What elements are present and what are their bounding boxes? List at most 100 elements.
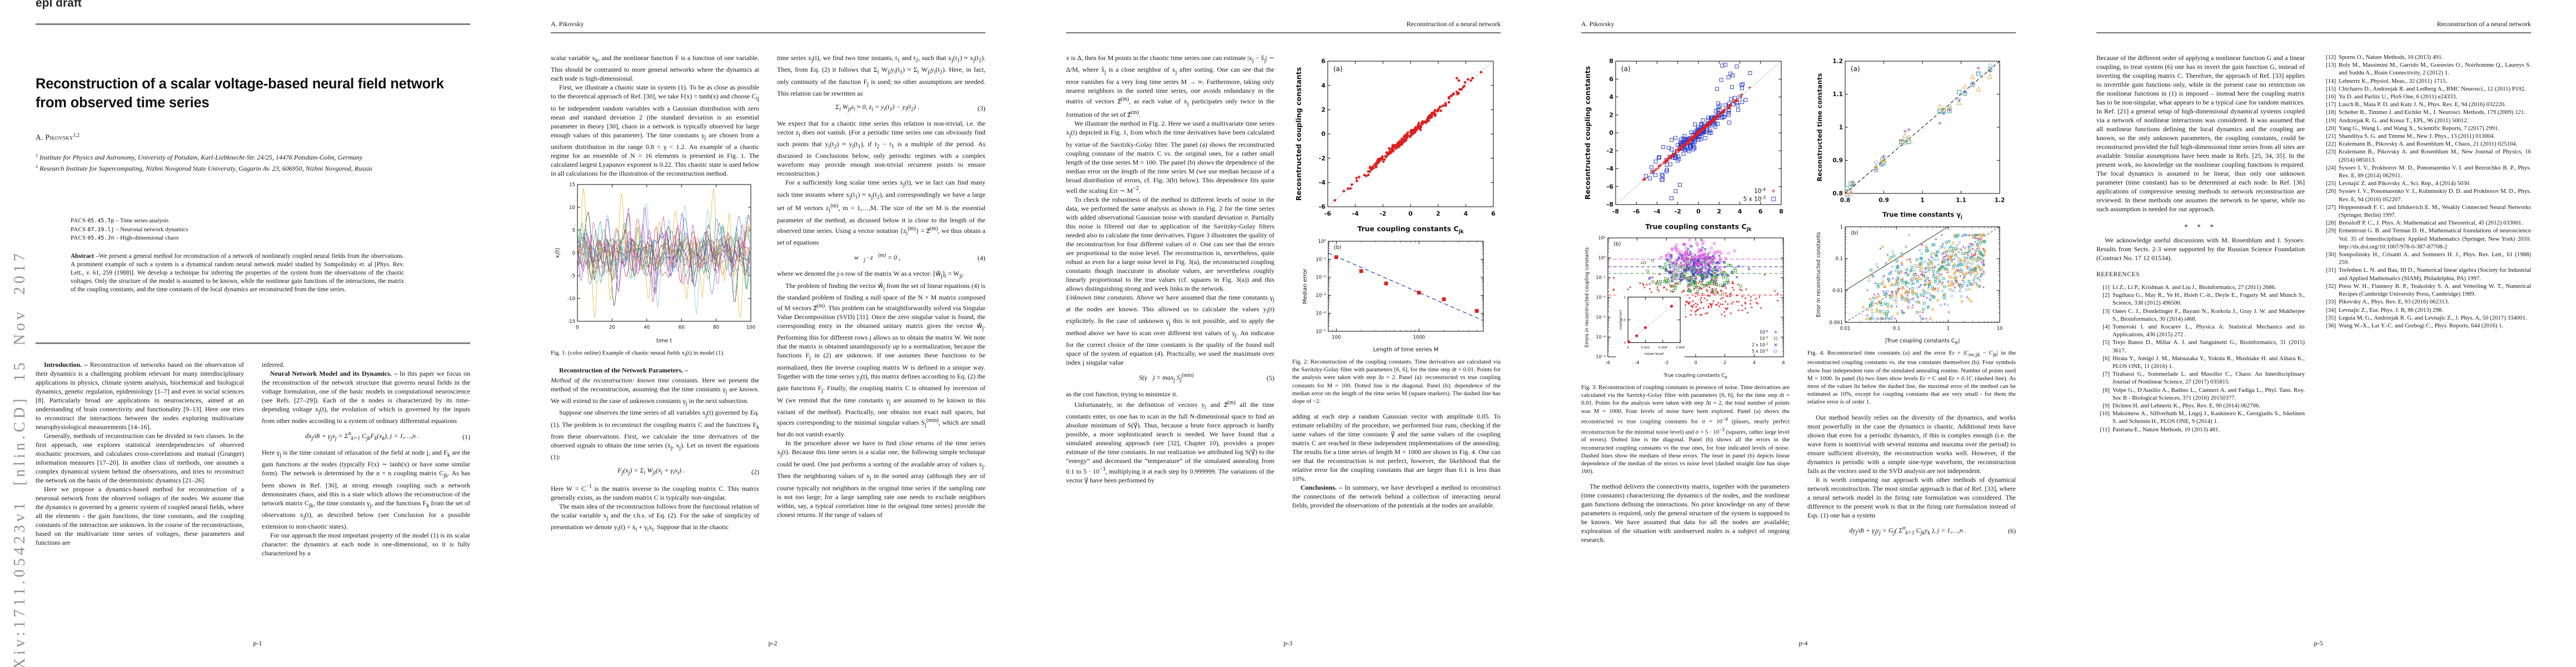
svg-text:-6: -6 [1606, 360, 1610, 365]
reference-item: [3] Oates C. J., Dondelinger F., Bayani N… [2102, 307, 2305, 322]
svg-text:10⁻¹: 10⁻¹ [1316, 257, 1326, 262]
svg-text:Reconstructed time constants: Reconstructed time constants [1816, 73, 1823, 181]
references-heading: REFERENCES [2096, 271, 2140, 278]
reference-item: [18] Schelter B., Timmer J. and Eichler M… [2326, 109, 2526, 116]
svg-text:-2: -2 [1664, 360, 1668, 365]
svg-text:Errors in recosntructed coupli: Errors in recosntructed coupling constan… [1585, 247, 1590, 347]
figure-fig1: 0 20 40 60 80 100 -15 -10 -5 0 5 10 15 time t xi(t) [551, 180, 759, 346]
reference-item: [22] Kralemann B., Pikovsky A. and Rosenb… [2326, 141, 2518, 148]
svg-text:-15: -15 [567, 319, 575, 325]
page-5: Reconstruction of a neural network Becau… [2061, 0, 2576, 667]
reference-item: [10] Maksimow A., Silfverhuth M., Lngsj J… [2100, 410, 2305, 425]
paragraph: Suppose one observes the time series of … [551, 409, 759, 461]
equation: S(γ⃗) = maxj Sj(min) (5) [1139, 372, 1274, 384]
svg-text:6: 6 [1782, 360, 1785, 365]
svg-text:1: 1 [1946, 326, 1949, 332]
svg-text:0.1: 0.1 [1892, 326, 1900, 332]
column-right: -6 -4 -2 0 2 4 6 -6 -4 -2 0 2 4 6 (a) True coupling con… [1292, 53, 1501, 631]
svg-text:10⁻²: 10⁻² [1596, 295, 1606, 300]
header-divider [1066, 32, 1501, 33]
svg-text:1.2: 1.2 [1832, 58, 1843, 65]
svg-text:10⁻³: 10⁻³ [1316, 293, 1326, 298]
svg-text:10-3: 10-3 [1760, 336, 1768, 341]
reference-item: [8] Volpe G., D'Ausilio A., Badino L., Ca… [2102, 386, 2305, 401]
equation: Σi Wjizi ≈ 0, zi = yi(t1) − yi(t2) . (3) [835, 103, 985, 113]
svg-text:1.2: 1.2 [1994, 197, 2005, 204]
svg-text:2: 2 [1723, 360, 1726, 365]
column-left: Introduction. – Reconstruction of networ… [36, 360, 244, 645]
reference-item: [13] Boly M., Massimini M., Garrido M., G… [2326, 62, 2531, 77]
reference-item: [15] Chicharro D., Andrzejak R. and Ledbe… [2326, 85, 2526, 92]
svg-text:-6: -6 [1633, 208, 1640, 215]
column-right: 0.8 0.9 1 1.1 1.2 0.8 0.9 1 1.1 1.2 (a) True time c… [1807, 53, 2016, 631]
svg-text:10⁰: 10⁰ [1598, 255, 1605, 260]
chart-fig3b: -6 -4 -2 0 2 4 6 10¹ 10⁰ 10⁻¹ 10⁻² 10⁻³ 10⁻⁴ 10⁻⁵ (b) T… [1585, 236, 1785, 380]
svg-text:100: 100 [746, 325, 755, 331]
paragraph: inferred. [262, 361, 285, 369]
paragraph: Unfortunately, in the definition of vect… [1066, 399, 1274, 484]
svg-text:40: 40 [644, 325, 650, 331]
page-number: p-1 [253, 639, 262, 647]
paragraph: as the cost function, trying to minimize… [1066, 390, 1178, 398]
svg-text:10⁻⁴: 10⁻⁴ [1596, 335, 1606, 340]
svg-text:1.1: 1.1 [1956, 197, 1966, 204]
paragraph: adding at each step a random Gaussian ve… [1292, 412, 1501, 483]
chart-fig4a: 0.8 0.9 1 1.1 1.2 0.8 0.9 1 1.1 1.2 (a) True time c… [1816, 58, 2005, 220]
svg-text:8: 8 [1609, 58, 1613, 65]
page-4: A. Pikovsky -8 -6 -4 -2 0 2 4 6 8 -8 -6 -4 -2 0 2 4 6 8 (a… [1546, 0, 2061, 667]
paragraph: We expect that for a chaotic time series… [777, 119, 985, 178]
svg-text:noise level: noise level [1644, 351, 1663, 356]
svg-text:0: 0 [1609, 130, 1613, 137]
svg-text:0: 0 [572, 251, 575, 256]
svg-text:2: 2 [1609, 111, 1613, 118]
column-left: scalar variable xk, and the nonlinear fu… [551, 53, 759, 631]
svg-text:1.1: 1.1 [1832, 91, 1843, 98]
column-right: time series xj(t), we find two time inst… [777, 53, 985, 631]
chart-fig1: 0 20 40 60 80 100 -15 -10 -5 0 5 10 15 time t xi(t) [555, 182, 755, 344]
svg-text:10⁻³: 10⁻³ [1596, 315, 1606, 320]
figure-fig3a: -8 -6 -4 -2 0 2 4 6 8 -8 -6 -4 -2 0 2 4 6 8 (a) True coupli… [1581, 56, 1790, 232]
reference-item: [24] Sysoev I. V., Prokhorov M. D., Ponom… [2326, 164, 2531, 180]
svg-text:-6: -6 [1324, 210, 1331, 217]
svg-text:True coupling constants Cjk: True coupling constants Cjk [1663, 373, 1727, 379]
svg-text:-2: -2 [1318, 155, 1325, 162]
author-line: A. Pikovsky1,2 [36, 132, 79, 142]
svg-text:-2: -2 [1606, 147, 1613, 155]
svg-text:4: 4 [1752, 360, 1755, 365]
svg-text:80: 80 [713, 325, 719, 331]
running-header: Reconstruction of a neural network [1406, 20, 1501, 28]
svg-text:4: 4 [1609, 93, 1613, 101]
chart-fig2b: 100 1000 10⁰ 10⁻¹ 10⁻² 10⁻³ 10⁻⁴ 10⁻⁵ (b) Length … [1302, 239, 1484, 353]
paragraph: Method of the reconstruction: known time… [551, 376, 759, 407]
svg-text:6: 6 [1609, 76, 1613, 83]
pacs-entry: PACS 05.45.Tp – Time series analysis [71, 217, 169, 224]
paragraph: Generally, methods of reconstruction can… [36, 432, 244, 484]
abstract-label: Abstract [71, 253, 94, 260]
reference-item: [5] Trejo Banos D., Millar A. J. and Sang… [2102, 339, 2305, 354]
epl-draft-banner: epl draft [36, 0, 82, 9]
column-left: Because of the different order of applyi… [2096, 53, 2305, 631]
svg-text:60: 60 [678, 325, 684, 331]
svg-text:-5: -5 [570, 273, 575, 279]
svg-text:(a): (a) [1333, 65, 1343, 73]
paragraph: Our method heavily relies on the diversi… [1807, 413, 2016, 475]
reference-item: [4] Tomovski I. and Kocarev L., Physica A… [2102, 323, 2305, 339]
svg-text:time t: time t [656, 338, 671, 344]
figure-fig4b: 0.01 0.1 1 10 0.001 0.01 0.1 1 (b) |True coupling… [1807, 222, 2016, 346]
svg-text:(a): (a) [1851, 65, 1860, 73]
paragraph: Here γj is the time constant of relaxati… [262, 448, 470, 531]
chart-fig2a: -6 -4 -2 0 2 4 6 -6 -4 -2 0 2 4 6 (a) True coupling con… [1294, 58, 1496, 235]
svg-text:1000: 1000 [1413, 335, 1425, 341]
svg-text:med(error): med(error) [1618, 310, 1623, 330]
svg-text:0.001: 0.001 [1829, 320, 1842, 326]
reference-item: [20] Yang G., Wang L. and Wang X., Scient… [2326, 125, 2499, 132]
svg-text:0.01: 0.01 [1840, 326, 1850, 332]
svg-text:-4: -4 [1635, 360, 1639, 365]
svg-text:0.9: 0.9 [1832, 157, 1843, 164]
reference-item: [30] Sompolinsky H., Crisanti A. and Somm… [2326, 251, 2531, 266]
svg-text:10: 10 [1996, 326, 2002, 332]
svg-text:Recosntructed coupling constan: Recosntructed coupling constants [1294, 67, 1303, 201]
paragraph: Here W = C−1 is the matrix inverse to th… [551, 483, 759, 501]
page-2: A. Pikovsky scalar variable xk, and the … [515, 0, 1030, 667]
